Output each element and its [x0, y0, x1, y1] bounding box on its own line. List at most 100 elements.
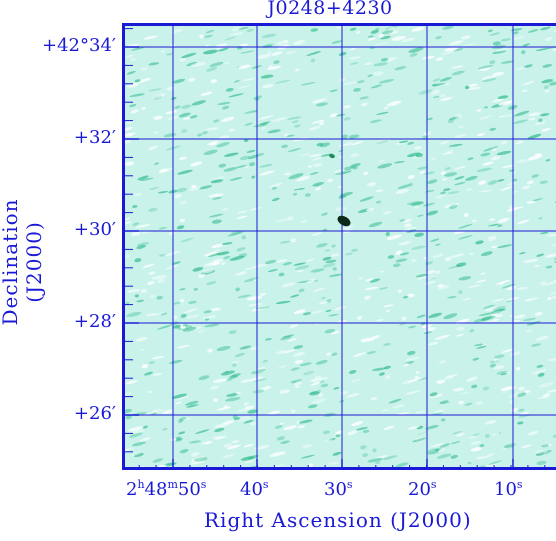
- noise-speckle: [240, 379, 252, 383]
- noise-speckle: [329, 89, 338, 93]
- noise-speckle: [518, 408, 525, 412]
- noise-speckle: [257, 53, 271, 59]
- noise-speckle: [324, 249, 331, 252]
- noise-speckle: [130, 109, 139, 114]
- noise-speckle: [538, 217, 543, 220]
- noise-speckle: [551, 294, 556, 299]
- noise-speckle: [407, 141, 415, 145]
- dec-tick-label-34: +42°34′: [42, 35, 116, 56]
- noise-speckle: [211, 244, 224, 248]
- noise-speckle: [198, 273, 206, 278]
- noise-speckle: [424, 261, 434, 265]
- noise-speckle: [274, 425, 283, 429]
- noise-speckle: [386, 309, 391, 312]
- noise-speckle: [534, 449, 549, 455]
- noise-speckle: [356, 80, 365, 84]
- ra-tick-label-30s: 30s: [324, 478, 353, 500]
- noise-speckle: [356, 427, 368, 431]
- noise-speckle: [406, 350, 416, 356]
- noise-speckle: [464, 402, 473, 406]
- noise-speckle: [463, 298, 471, 301]
- noise-speckle: [325, 259, 337, 264]
- noise-speckle: [283, 133, 289, 137]
- noise-speckle: [478, 115, 493, 120]
- noise-speckle: [430, 157, 436, 160]
- noise-speckle: [524, 297, 539, 302]
- noise-speckle: [495, 48, 509, 52]
- noise-speckle: [542, 281, 556, 286]
- noise-speckle: [346, 393, 360, 398]
- noise-speckle: [203, 251, 219, 257]
- noise-speckle: [311, 232, 323, 236]
- noise-speckle: [410, 201, 424, 206]
- noise-speckle: [435, 36, 442, 40]
- noise-speckle: [337, 143, 350, 147]
- noise-speckle: [480, 272, 486, 275]
- noise-speckle: [143, 371, 154, 376]
- noise-speckle: [214, 427, 225, 433]
- noise-speckle: [188, 300, 197, 304]
- noise-speckle: [338, 150, 344, 152]
- noise-speckle: [204, 34, 213, 38]
- noise-speckle: [517, 219, 530, 225]
- noise-speckle: [179, 449, 189, 454]
- noise-speckle: [552, 46, 556, 51]
- noise-speckle: [273, 464, 285, 467]
- noise-speckle: [244, 266, 260, 270]
- noise-speckle: [311, 119, 325, 124]
- noise-speckle: [260, 74, 274, 79]
- noise-speckle: [366, 182, 377, 187]
- noise-speckle: [222, 420, 235, 425]
- noise-speckle: [510, 407, 519, 412]
- noise-speckle: [425, 270, 435, 275]
- noise-speckle: [275, 218, 291, 222]
- noise-speckle: [179, 288, 186, 291]
- secondary-source: [329, 153, 335, 159]
- noise-speckle: [367, 35, 375, 38]
- noise-speckle: [129, 93, 145, 97]
- noise-speckle: [181, 129, 188, 133]
- noise-speckle: [133, 193, 142, 197]
- noise-speckle: [206, 66, 218, 72]
- noise-speckle: [125, 161, 135, 166]
- noise-speckle: [484, 420, 497, 425]
- noise-speckle: [171, 96, 177, 100]
- noise-speckle: [401, 316, 407, 321]
- noise-speckle: [246, 465, 258, 467]
- noise-speckle: [203, 149, 218, 156]
- noise-speckle: [129, 104, 137, 108]
- noise-speckle: [450, 441, 461, 445]
- noise-speckle: [413, 206, 419, 209]
- noise-speckle: [471, 219, 477, 223]
- noise-speckle: [126, 70, 136, 75]
- noise-speckle: [209, 61, 224, 67]
- noise-speckle: [279, 240, 291, 244]
- noise-speckle: [216, 142, 230, 148]
- noise-speckle: [142, 425, 149, 429]
- noise-speckle: [224, 61, 230, 65]
- noise-speckle: [271, 186, 277, 190]
- noise-speckle: [165, 53, 173, 56]
- noise-speckle: [309, 171, 319, 175]
- noise-speckle: [398, 240, 412, 246]
- noise-speckle: [145, 313, 158, 317]
- noise-speckle: [278, 272, 285, 277]
- axis-ticks: [125, 28, 546, 467]
- noise-speckle: [375, 189, 384, 193]
- noise-speckle: [366, 350, 377, 355]
- noise-speckle: [310, 58, 316, 63]
- noise-speckle: [388, 398, 402, 404]
- noise-speckle: [417, 166, 428, 170]
- noise-speckle: [369, 278, 381, 283]
- noise-speckle: [267, 65, 282, 70]
- noise-speckle: [294, 68, 301, 72]
- noise-speckle: [516, 286, 529, 291]
- noise-speckle: [277, 365, 288, 369]
- noise-speckle: [499, 187, 510, 191]
- noise-speckle: [428, 312, 442, 319]
- noise-speckle: [250, 422, 257, 426]
- noise-speckle: [453, 231, 465, 234]
- noise-speckle: [497, 217, 510, 224]
- noise-speckle: [248, 162, 256, 167]
- noise-speckle: [291, 120, 299, 124]
